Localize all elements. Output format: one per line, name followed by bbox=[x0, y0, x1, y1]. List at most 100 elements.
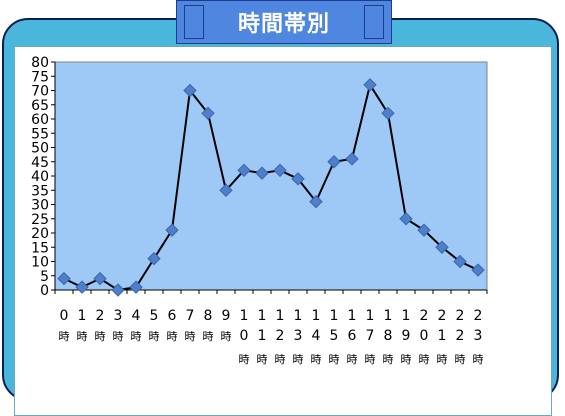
x-tick-label-line2: 時 bbox=[149, 330, 160, 343]
y-tick-label: 15 bbox=[31, 240, 49, 256]
x-tick-label-line1: 1 bbox=[312, 308, 321, 324]
data-point-marker bbox=[381, 106, 395, 121]
x-tick-label-line3: 時 bbox=[401, 353, 412, 366]
data-point-marker bbox=[219, 183, 233, 197]
x-tick-label-line1: 2 bbox=[438, 308, 447, 324]
y-tick-label: 65 bbox=[31, 98, 49, 114]
x-tick-label-line2: 2 bbox=[276, 328, 285, 344]
data-point-marker bbox=[309, 194, 323, 209]
x-tick-label-line1: 1 bbox=[402, 308, 411, 324]
title-tab: 時間帯別 bbox=[176, 0, 392, 44]
series-line-group bbox=[57, 78, 485, 297]
y-tick-label: 50 bbox=[31, 141, 49, 157]
data-point-marker bbox=[237, 163, 251, 178]
x-tick-label-line1: 1 bbox=[240, 308, 249, 324]
x-tick-label-line3: 時 bbox=[257, 353, 268, 366]
x-tick-label-line1: 1 bbox=[276, 308, 285, 324]
plot-area bbox=[54, 61, 488, 291]
x-tick-label-line3: 時 bbox=[365, 353, 376, 366]
y-tick-label: 30 bbox=[31, 198, 49, 214]
x-tick-label-line2: 4 bbox=[312, 328, 321, 344]
y-tick-label: 55 bbox=[31, 126, 49, 142]
x-tick-label-line1: 1 bbox=[294, 308, 303, 324]
data-point-marker bbox=[183, 83, 197, 98]
x-axis: 0時1時2時3時4時5時6時7時8時9時10時11時12時13時14時15時16… bbox=[54, 289, 488, 366]
x-tick-label-line2: 7 bbox=[366, 328, 375, 344]
x-tick-label-line2: 3 bbox=[474, 328, 483, 344]
y-tick-label: 75 bbox=[31, 69, 49, 85]
x-tick-label-line2: 5 bbox=[330, 328, 339, 344]
data-point-marker bbox=[291, 172, 305, 186]
data-point-marker bbox=[273, 163, 287, 178]
x-tick-label-line2: 6 bbox=[348, 328, 357, 344]
x-tick-label-line3: 時 bbox=[239, 353, 250, 366]
x-tick-label-line3: 時 bbox=[419, 353, 430, 366]
x-tick-label-line1: 1 bbox=[78, 308, 87, 324]
data-point-marker bbox=[111, 283, 125, 297]
x-tick-label-line2: 0 bbox=[420, 328, 429, 344]
y-tick-label: 0 bbox=[40, 283, 49, 299]
x-tick-label-line3: 時 bbox=[329, 353, 340, 366]
x-tick-label-line3: 時 bbox=[383, 353, 394, 366]
x-tick-label-line2: 時 bbox=[203, 330, 214, 343]
chart-title: 時間帯別 bbox=[237, 12, 330, 37]
x-tick-label-line2: 1 bbox=[258, 328, 267, 344]
data-point-marker bbox=[471, 263, 485, 277]
y-tick-label: 80 bbox=[31, 55, 49, 71]
x-tick-label-line1: 3 bbox=[114, 308, 123, 324]
data-point-marker bbox=[75, 280, 89, 294]
x-tick-label-line2: 時 bbox=[95, 330, 106, 343]
x-tick-label-line2: 時 bbox=[185, 330, 196, 343]
x-tick-label-line1: 8 bbox=[204, 308, 213, 324]
x-tick-label-line1: 9 bbox=[222, 308, 231, 324]
x-tick-label-line2: 時 bbox=[221, 330, 232, 343]
y-tick-label: 70 bbox=[31, 84, 49, 100]
y-tick-label: 35 bbox=[31, 183, 49, 199]
x-tick-label-line1: 5 bbox=[150, 308, 159, 324]
y-tick-label: 5 bbox=[40, 269, 49, 285]
x-tick-label-line2: 2 bbox=[456, 328, 465, 344]
data-point-marker bbox=[129, 280, 143, 294]
x-tick-label-line1: 1 bbox=[330, 308, 339, 324]
x-tick-label-line3: 時 bbox=[293, 353, 304, 366]
x-tick-label-line3: 時 bbox=[437, 353, 448, 366]
x-tick-label-line2: 9 bbox=[402, 328, 411, 344]
data-point-marker bbox=[399, 212, 413, 226]
x-tick-label-line2: 時 bbox=[113, 330, 124, 343]
x-tick-label-line2: 時 bbox=[131, 330, 142, 343]
y-tick-label: 40 bbox=[31, 169, 49, 185]
x-tick-label-line1: 2 bbox=[474, 308, 483, 324]
data-point-marker bbox=[453, 254, 467, 269]
title-tab-right-decoration bbox=[364, 5, 384, 39]
x-tick-label-line1: 1 bbox=[384, 308, 393, 324]
x-tick-label-line3: 時 bbox=[311, 353, 322, 366]
data-point-marker bbox=[93, 271, 107, 286]
x-tick-label-line2: 時 bbox=[59, 330, 70, 343]
x-tick-label-line1: 0 bbox=[60, 308, 69, 324]
x-tick-label-line2: 時 bbox=[167, 330, 178, 343]
x-tick-label-line1: 1 bbox=[258, 308, 267, 324]
y-tick-label: 25 bbox=[31, 212, 49, 228]
x-tick-label-line3: 時 bbox=[473, 353, 484, 366]
x-tick-label-line1: 7 bbox=[186, 308, 195, 324]
x-tick-label-line1: 1 bbox=[366, 308, 375, 324]
data-point-marker bbox=[345, 152, 359, 166]
x-tick-label-line1: 4 bbox=[132, 308, 141, 324]
x-tick-label-line1: 2 bbox=[456, 308, 465, 324]
title-tab-left-decoration bbox=[184, 5, 204, 39]
x-tick-label-line1: 2 bbox=[96, 308, 105, 324]
x-tick-label-line1: 2 bbox=[420, 308, 429, 324]
y-tick-label: 45 bbox=[31, 155, 49, 171]
data-point-marker bbox=[201, 106, 215, 121]
data-point-marker bbox=[57, 271, 71, 286]
x-tick-label-line2: 8 bbox=[384, 328, 393, 344]
data-point-marker bbox=[165, 223, 179, 237]
x-tick-label-line1: 6 bbox=[168, 308, 177, 324]
x-tick-label-line2: 時 bbox=[77, 330, 88, 343]
x-tick-label-line2: 1 bbox=[438, 328, 447, 344]
x-tick-label-line1: 1 bbox=[348, 308, 357, 324]
y-tick-label: 60 bbox=[31, 112, 49, 128]
data-point-marker bbox=[435, 240, 449, 254]
